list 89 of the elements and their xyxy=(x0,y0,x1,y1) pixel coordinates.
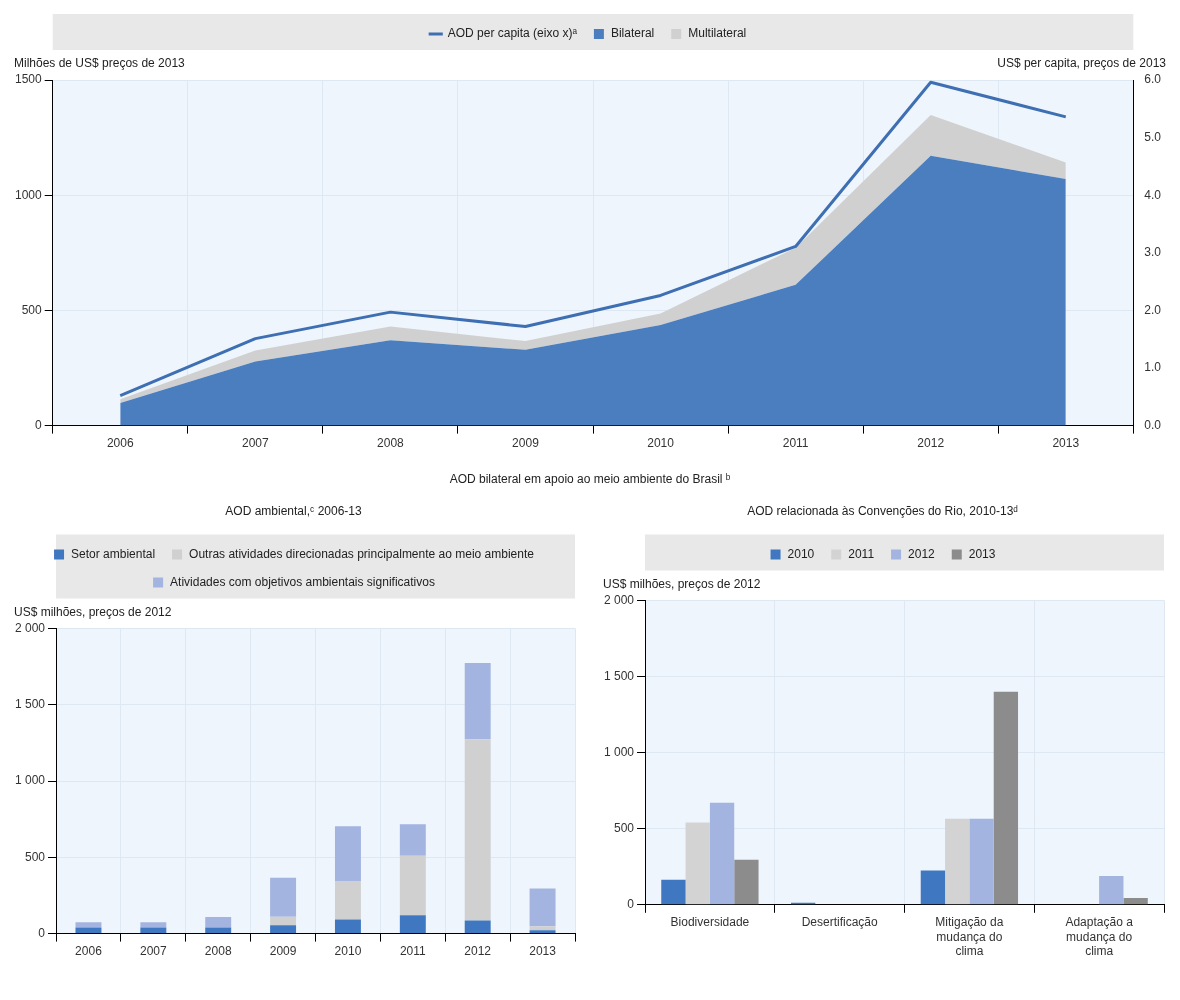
y2-tick-label: 6.0 xyxy=(1144,72,1162,87)
y-tick-label: 2 000 xyxy=(604,592,635,607)
bar xyxy=(734,859,759,905)
bar xyxy=(334,881,361,920)
y-axis-title: US$ milhões, preços de 2012 xyxy=(603,576,761,591)
bar xyxy=(993,691,1019,905)
legend-label: 2013 xyxy=(968,546,996,561)
y2-axis-title: US$ per capita, preços de 2013 xyxy=(997,56,1167,71)
x-tick-label: 2010 xyxy=(647,436,675,451)
bar xyxy=(661,879,686,905)
x-tick-label: 2007 xyxy=(241,436,269,451)
bar xyxy=(334,919,361,934)
chart-title: AOD relacionada às Convenções do Rio, 2010-13ᵈ xyxy=(747,503,1019,518)
y-axis-title: US$ milhões, preços de 2012 xyxy=(14,604,172,619)
y-tick-label: 1 500 xyxy=(604,668,635,683)
bar xyxy=(685,822,710,905)
y-tick-label: 1000 xyxy=(14,187,43,202)
x-tick-label: Desertificação xyxy=(801,915,878,930)
bar xyxy=(529,888,556,927)
y-axis-title: Milhões de US$ preços de 2013 xyxy=(14,56,186,71)
bar xyxy=(1099,876,1124,905)
bar xyxy=(334,826,361,882)
bar xyxy=(75,927,102,934)
legend-label: 2011 xyxy=(848,546,875,561)
text: AOD bilateral em apoio ao meio ambiente do Brasil ᵇ xyxy=(448,472,732,486)
legend-label: Setor ambiental xyxy=(71,546,156,561)
bar xyxy=(270,925,297,934)
legend-label: AOD per capita (eixo x)ᵃ xyxy=(447,26,578,41)
legend-label: 2010 xyxy=(787,546,815,561)
y-tick-label: 2 000 xyxy=(15,620,46,635)
bar xyxy=(140,927,167,934)
x-tick-label: Biodiversidade xyxy=(670,915,750,930)
y-tick-label: 500 xyxy=(25,849,46,864)
bar xyxy=(709,802,735,905)
bar xyxy=(945,818,970,905)
y-tick-label: 0 xyxy=(38,925,46,940)
bar xyxy=(399,824,426,856)
y-tick-label: 500 xyxy=(21,302,43,317)
y-tick-label: 1 000 xyxy=(15,773,46,788)
bar xyxy=(399,855,426,916)
bar xyxy=(920,870,946,905)
x-tick-label: 2008 xyxy=(377,436,405,451)
y-tick-label: 500 xyxy=(614,821,635,836)
x-tick-label: 2013 xyxy=(529,944,557,959)
y-tick-label: 1 500 xyxy=(15,697,46,712)
x-tick-label: 2010 xyxy=(334,944,362,959)
x-tick-label: Adaptação a mudança do clima xyxy=(1065,915,1134,959)
x-tick-label: 2013 xyxy=(1052,436,1080,451)
legend-label: Bilateral xyxy=(610,26,655,41)
bar xyxy=(969,818,994,905)
y-tick-label: 1500 xyxy=(14,72,43,87)
x-tick-label: 2009 xyxy=(512,436,540,451)
y2-tick-label: 4.0 xyxy=(1144,187,1162,202)
y2-tick-label: 0.0 xyxy=(1144,417,1162,432)
y2-tick-label: 2.0 xyxy=(1144,302,1162,317)
bar xyxy=(464,662,491,740)
bar xyxy=(399,915,426,934)
x-tick-label: 2011 xyxy=(782,436,809,451)
legend-label: Multilateral xyxy=(688,26,747,41)
x-tick-label: 2009 xyxy=(269,944,297,959)
x-tick-label: 2011 xyxy=(399,944,427,959)
bar xyxy=(140,922,167,928)
bar xyxy=(529,930,556,934)
bar xyxy=(1123,898,1148,905)
x-tick-label: 2006 xyxy=(106,436,134,451)
y2-tick-label: 1.0 xyxy=(1144,360,1162,375)
x-tick-label: 2006 xyxy=(75,944,103,959)
y-tick-label: 0 xyxy=(627,897,635,912)
x-tick-label: Mitigação da mudança do clima xyxy=(935,915,1004,959)
bar xyxy=(75,922,102,928)
bar xyxy=(464,920,491,934)
chart-title: AOD ambiental,ᶜ 2006-13 xyxy=(225,503,362,518)
bar xyxy=(464,739,491,921)
x-tick-label: 2012 xyxy=(464,944,492,959)
bar xyxy=(529,926,556,931)
legend-label: Outras atividades direcionadas principalmente ao meio ambiente xyxy=(189,546,535,561)
x-tick-label: 2007 xyxy=(139,944,168,959)
x-tick-label: 2008 xyxy=(204,944,232,959)
y2-tick-label: 3.0 xyxy=(1144,245,1162,260)
legend-label: Atividades com objetivos ambientais significativos xyxy=(170,574,435,589)
bar xyxy=(205,927,232,934)
y-tick-label: 0 xyxy=(35,417,43,432)
bar xyxy=(205,917,232,928)
y-tick-label: 1 000 xyxy=(604,744,635,759)
legend-label: 2012 xyxy=(908,546,936,561)
bar xyxy=(270,916,297,926)
y2-tick-label: 5.0 xyxy=(1144,129,1162,144)
bar xyxy=(270,877,297,917)
x-tick-label: 2012 xyxy=(917,436,945,451)
